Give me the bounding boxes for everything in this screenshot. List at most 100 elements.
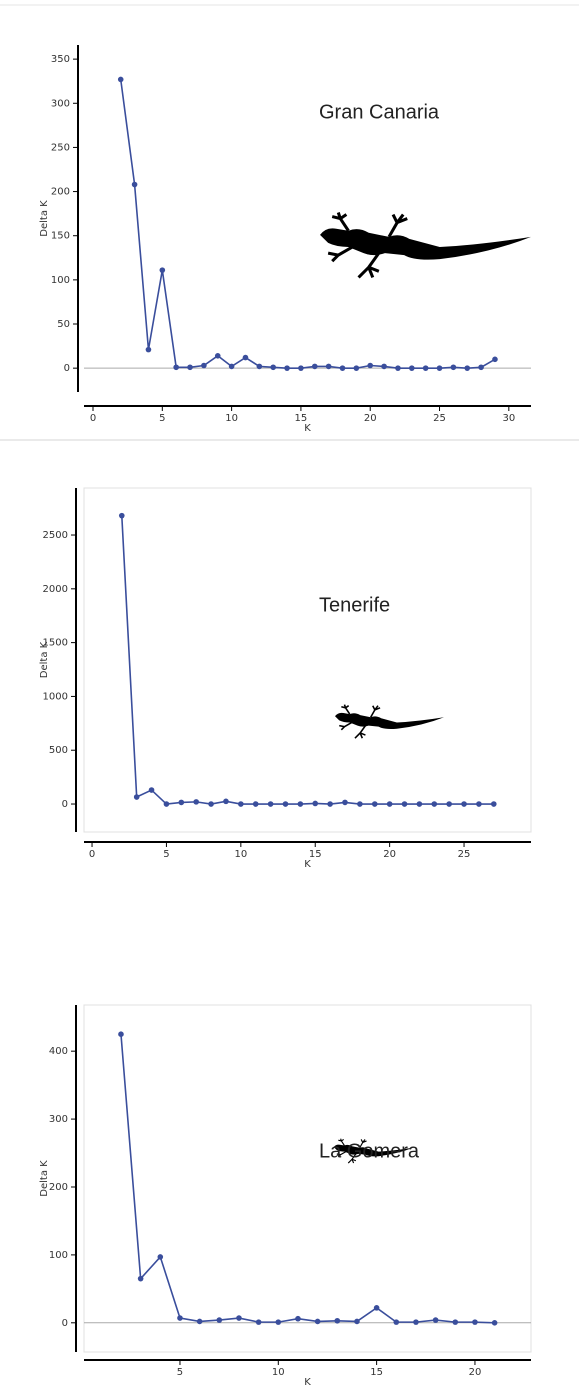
x-tick-label: 15 (370, 1367, 383, 1378)
x-tick-label: 30 (502, 413, 515, 424)
data-point (256, 363, 263, 370)
y-tick-label: 300 (49, 1114, 68, 1125)
data-point (472, 1319, 478, 1325)
data-point (270, 364, 276, 371)
data-point (393, 1319, 400, 1325)
y-tick-label: 100 (49, 1250, 68, 1261)
y-tick-label: 200 (51, 187, 70, 198)
data-point (267, 801, 274, 807)
data-point (282, 801, 289, 807)
y-tick-label: 0 (64, 363, 70, 374)
data-line (120, 1034, 495, 1324)
y-tick-label: 150 (51, 231, 70, 242)
data-point (334, 1317, 341, 1324)
lizard-icon (318, 212, 531, 279)
data-point (118, 1031, 124, 1037)
plot-frame (83, 1004, 532, 1353)
data-point (208, 801, 214, 807)
y-tick-label: 250 (51, 142, 70, 153)
data-point (117, 76, 124, 83)
data-point (312, 800, 319, 807)
y-tick-label: 2000 (43, 584, 68, 595)
data-point (371, 801, 378, 807)
y-tick-label: 300 (51, 98, 70, 109)
data-point (275, 1319, 282, 1325)
y-tick-label: 2500 (43, 530, 68, 541)
annotation: La Gomera (319, 1140, 420, 1162)
x-tick-label: 20 (469, 1367, 482, 1378)
y-tick-label: 100 (51, 275, 70, 286)
data-point (118, 512, 125, 519)
data-point (148, 787, 155, 793)
data-point (367, 362, 374, 369)
data-point (187, 364, 193, 371)
y-tick-label: 1500 (43, 638, 68, 649)
data-point (252, 801, 259, 807)
data-point (339, 365, 346, 371)
data-point (353, 365, 360, 371)
data-point (236, 1315, 242, 1321)
data-point (432, 1317, 439, 1323)
data-point (354, 1318, 360, 1325)
data-point (173, 364, 179, 371)
x-tick-label: 10 (272, 1367, 285, 1378)
x-tick-label: 25 (433, 413, 446, 424)
x-tick-label: 15 (295, 413, 308, 424)
data-point (386, 801, 393, 807)
y-tick-label: 0 (62, 1318, 68, 1329)
y-tick-label: 0 (62, 799, 68, 810)
data-point (373, 1305, 380, 1311)
y-axis-label: Delta K (39, 200, 50, 237)
data-point (476, 801, 482, 807)
x-axis-label: K (304, 1377, 311, 1386)
y-tick-label: 50 (57, 319, 70, 330)
y-axis-label: Delta K (39, 1160, 50, 1197)
data-point (297, 801, 304, 807)
data-point (327, 801, 333, 807)
data-point (131, 181, 138, 188)
x-tick-label: 0 (90, 413, 96, 424)
data-point (242, 354, 249, 361)
x-tick-label: 25 (458, 849, 471, 860)
data-line (119, 79, 496, 369)
data-point (491, 1320, 498, 1326)
data-point (177, 1315, 183, 1321)
data-point (133, 794, 140, 800)
data-point (178, 799, 185, 806)
data-point (295, 1315, 301, 1322)
x-tick-label: 10 (234, 849, 247, 860)
annotation: Gran Canaria (319, 101, 440, 123)
data-point (401, 801, 408, 807)
y-tick-label: 400 (49, 1046, 68, 1057)
data-point (416, 801, 423, 807)
x-axis-label: K (304, 423, 311, 434)
data-point (228, 363, 235, 370)
data-point (314, 1318, 321, 1325)
x-tick-label: 0 (89, 849, 95, 860)
x-tick-label: 15 (309, 849, 322, 860)
data-point (381, 363, 387, 370)
data-point (422, 365, 429, 371)
data-point (223, 798, 229, 805)
data-point (395, 365, 401, 371)
data-point (452, 1319, 459, 1325)
x-tick-label: 5 (163, 849, 169, 860)
data-point (478, 364, 484, 371)
x-axis-label: K (304, 859, 311, 870)
y-tick-label: 500 (49, 745, 68, 756)
data-point (357, 801, 363, 807)
data-line (120, 515, 494, 805)
data-point (298, 365, 304, 371)
y-axis-label: Delta K (39, 641, 50, 678)
data-point (196, 1318, 203, 1325)
x-tick-label: 20 (364, 413, 377, 424)
data-point (490, 801, 497, 807)
data-point (464, 365, 471, 371)
data-point (216, 1317, 223, 1323)
data-point (193, 799, 199, 805)
y-tick-label: 1000 (43, 691, 68, 702)
data-point (157, 1254, 164, 1260)
annotation: Tenerife (319, 594, 390, 616)
data-point (325, 363, 332, 370)
